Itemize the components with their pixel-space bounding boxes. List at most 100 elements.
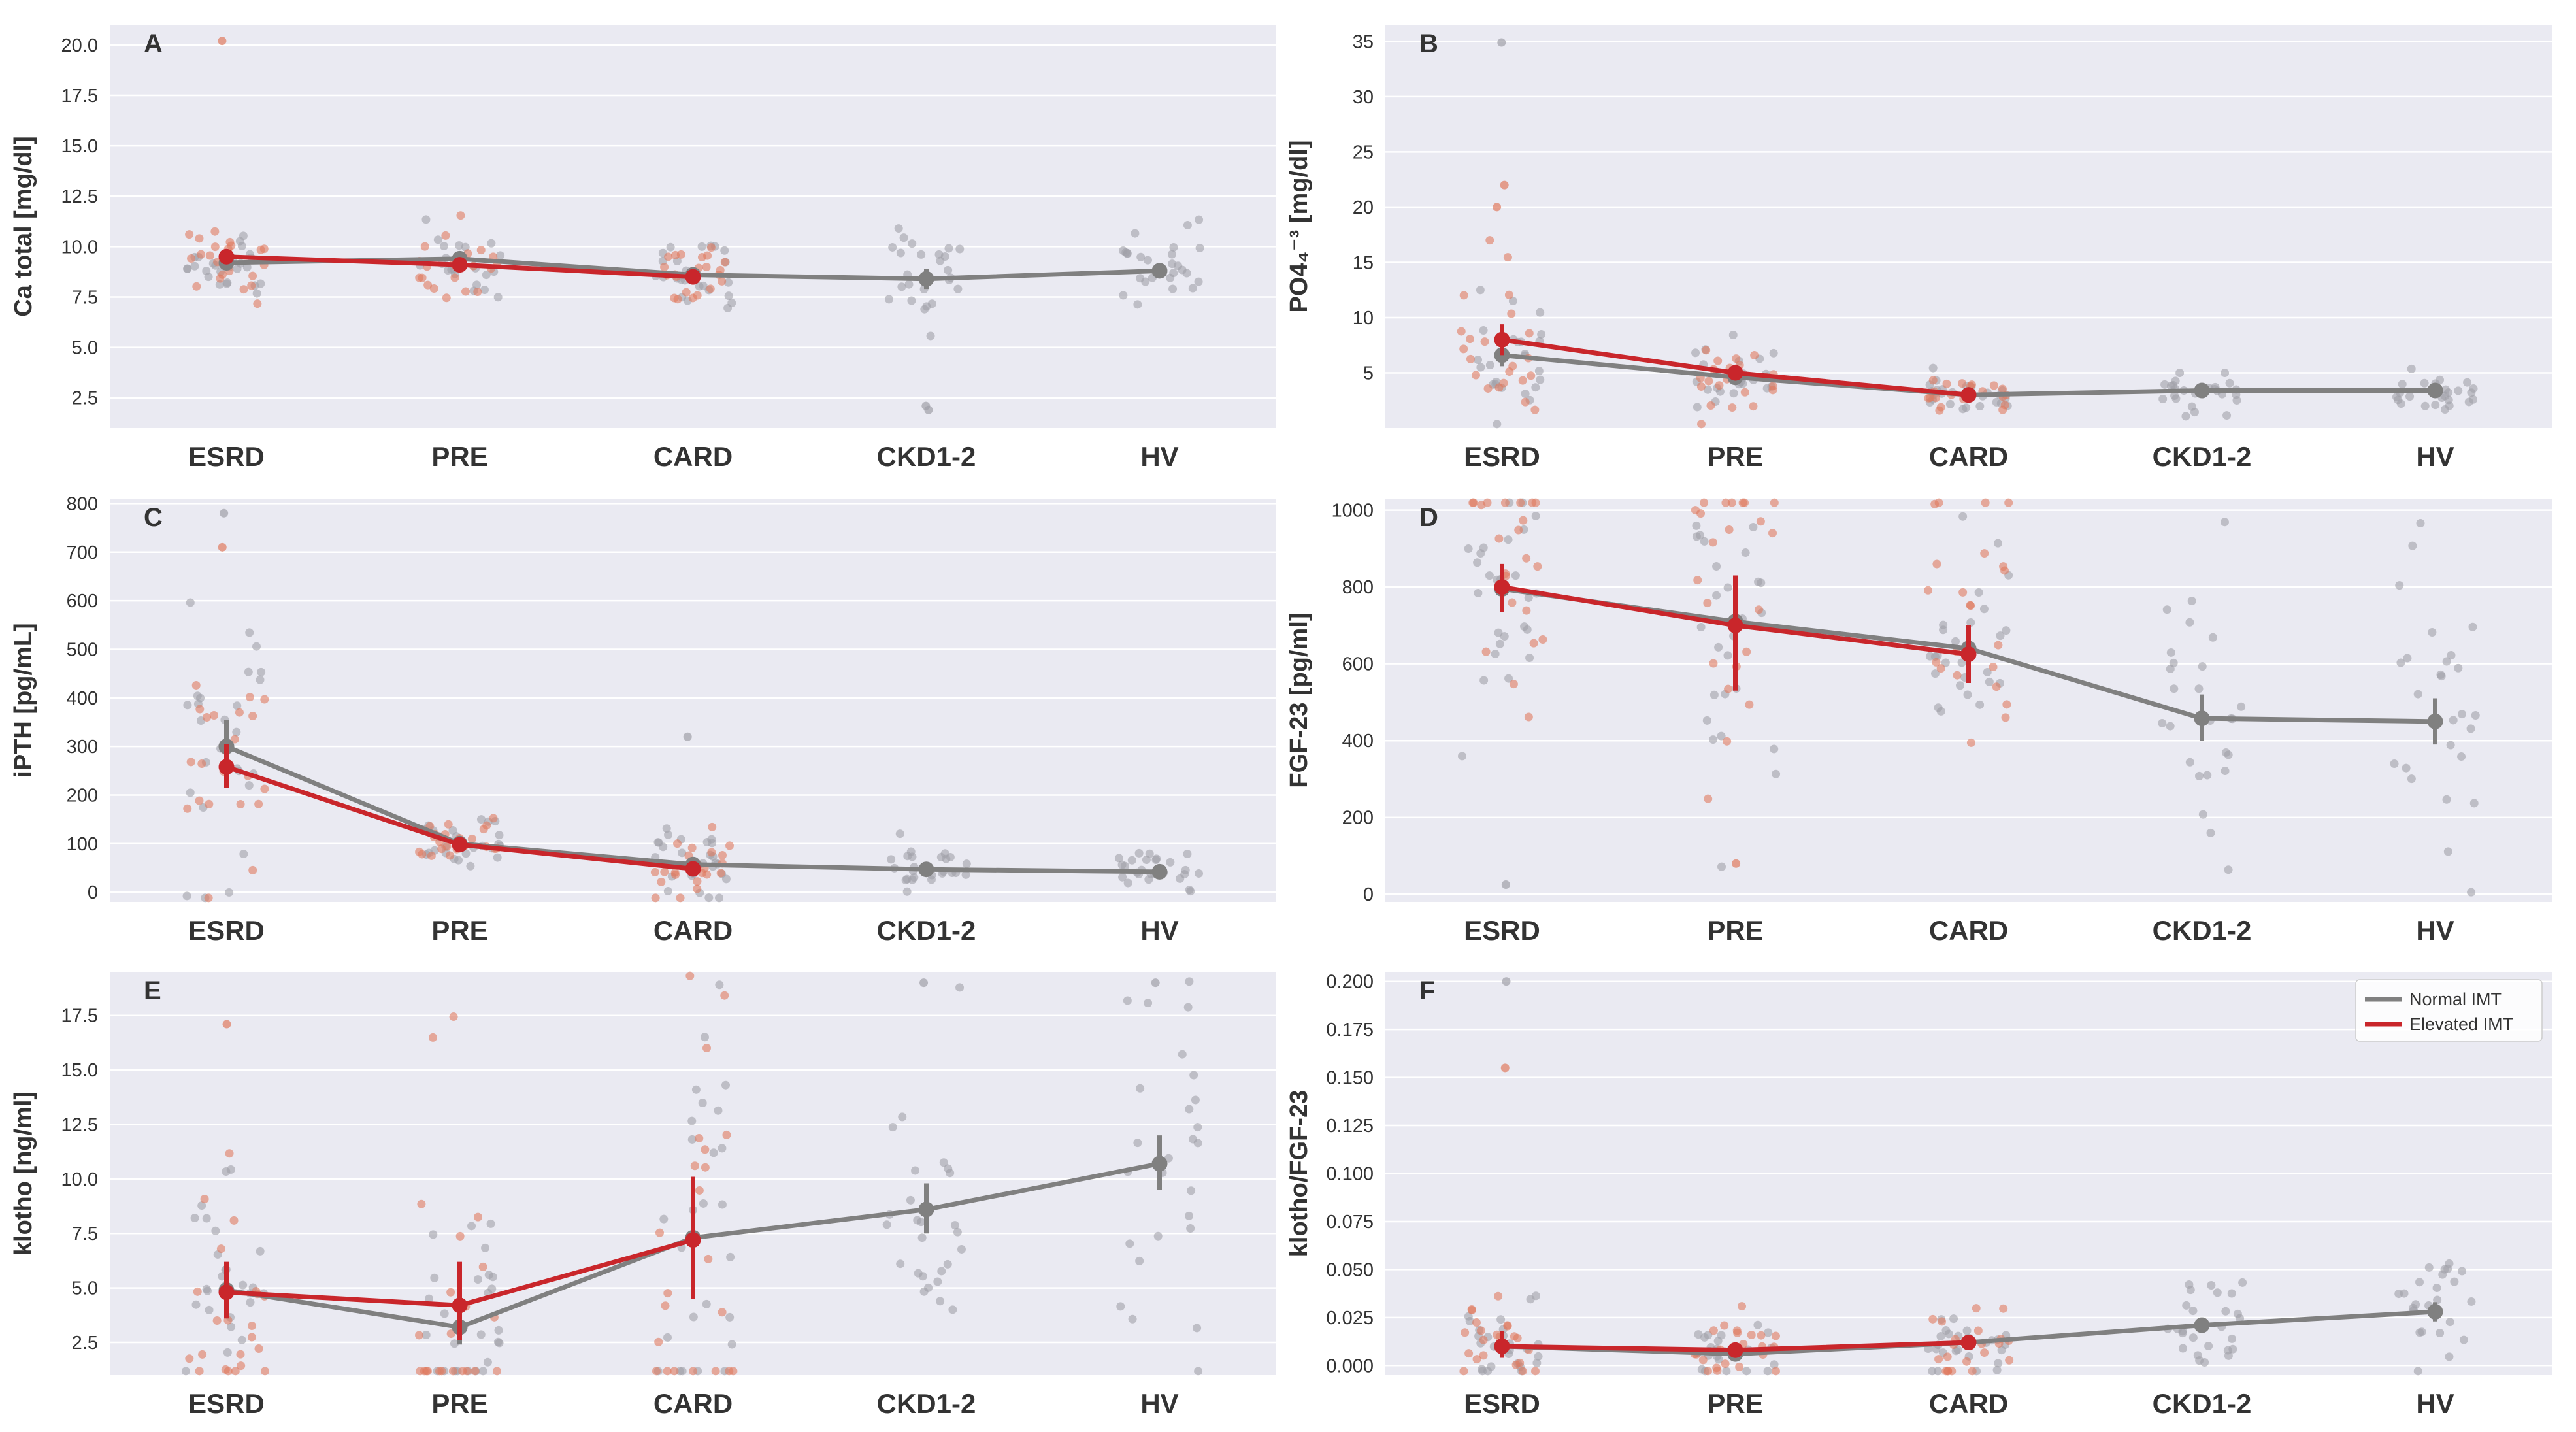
- data-point: [725, 1367, 734, 1376]
- data-point: [1168, 259, 1177, 269]
- data-point: [1924, 393, 1933, 403]
- y-tick-label: 15: [1353, 252, 1374, 273]
- data-point: [236, 799, 245, 808]
- mean-marker: [1727, 1342, 1743, 1358]
- data-point: [707, 835, 716, 844]
- data-point: [2407, 774, 2416, 784]
- data-point: [1169, 242, 1178, 252]
- data-point: [1696, 623, 1706, 632]
- data-point: [237, 1335, 246, 1344]
- data-point: [1476, 363, 1485, 372]
- outlier-point: [1502, 977, 1511, 986]
- data-point: [1195, 244, 1204, 253]
- y-tick-label: 0: [1363, 884, 1374, 905]
- data-point: [2445, 1259, 2454, 1268]
- y-axis-label: PO4₄⁻³ [mg/dl]: [1285, 140, 1313, 312]
- data-point: [2407, 364, 2416, 373]
- data-point: [663, 886, 672, 895]
- data-point: [1704, 794, 1713, 803]
- y-tick-label: 25: [1353, 142, 1374, 163]
- data-point: [660, 867, 669, 876]
- data-point: [718, 1200, 727, 1209]
- data-point: [687, 1135, 697, 1144]
- data-point: [726, 1252, 735, 1261]
- data-point: [473, 288, 482, 297]
- data-point: [2185, 618, 2194, 627]
- data-point: [2193, 1351, 2202, 1360]
- data-point: [1476, 1326, 1485, 1335]
- data-point: [1527, 371, 1536, 380]
- data-point: [492, 1367, 501, 1376]
- y-tick-label: 17.5: [61, 1006, 98, 1027]
- data-point: [1958, 379, 1967, 388]
- y-tick-label: 10: [1353, 308, 1374, 329]
- data-point: [466, 861, 475, 871]
- data-point: [936, 256, 945, 265]
- data-point: [1495, 639, 1504, 648]
- data-point: [1935, 406, 1944, 415]
- data-point: [2237, 702, 2246, 711]
- data-point: [427, 851, 436, 860]
- data-point: [421, 1331, 431, 1340]
- data-point: [1457, 752, 1466, 761]
- x-tick-label: CKD1-2: [2153, 1388, 2252, 1419]
- data-point: [1757, 1331, 1766, 1340]
- data-point: [1466, 335, 1475, 344]
- data-point: [695, 1133, 704, 1142]
- outlier-point: [1500, 1063, 1510, 1073]
- data-point: [2398, 380, 2407, 389]
- data-point: [2436, 670, 2445, 679]
- panel-E: 2.5 5.0 7.5 10.0 12.5 15.0 17.5 ESRD PRE CARD CKD1…: [10, 971, 1276, 1419]
- data-point: [1696, 382, 1706, 391]
- data-point: [1717, 731, 1726, 741]
- data-point: [664, 252, 673, 261]
- data-point: [2185, 1280, 2194, 1289]
- data-point: [1712, 561, 1721, 571]
- y-tick-label: 0.075: [1326, 1212, 1374, 1233]
- data-point: [724, 278, 733, 287]
- data-point: [195, 1367, 204, 1376]
- data-point: [1185, 977, 1194, 986]
- data-point: [439, 242, 448, 251]
- data-point: [1943, 1367, 1953, 1376]
- data-point: [1123, 996, 1132, 1005]
- data-point: [1712, 591, 1721, 600]
- data-point: [1747, 1331, 1756, 1340]
- data-point: [2417, 1327, 2426, 1337]
- data-point: [1742, 1367, 1751, 1376]
- data-point: [2467, 1297, 2476, 1306]
- data-point: [2445, 1352, 2454, 1361]
- data-point: [1466, 354, 1475, 363]
- y-tick-label: 600: [67, 591, 98, 612]
- data-point: [703, 251, 712, 260]
- data-point: [2000, 401, 2009, 410]
- data-point: [2238, 1278, 2247, 1287]
- data-point: [676, 893, 685, 903]
- data-point: [1740, 388, 1749, 397]
- data-point: [2188, 1333, 2198, 1342]
- mean-marker: [2194, 710, 2210, 727]
- data-point: [2469, 384, 2478, 393]
- data-point: [1465, 1316, 1474, 1325]
- y-tick-label: 12.5: [61, 1114, 98, 1135]
- data-point: [2396, 658, 2405, 667]
- mean-marker: [685, 861, 701, 877]
- data-point: [203, 712, 212, 722]
- y-axis-label: klotho [ng/ml]: [10, 1091, 37, 1256]
- data-point: [204, 893, 213, 903]
- data-point: [1924, 586, 1933, 595]
- y-tick-label: 20: [1353, 197, 1374, 218]
- panel-C: 0 100 200 300 400 500 600 700 800 ESRD PRE CARD CKD1…: [10, 493, 1276, 946]
- data-point: [1178, 1050, 1187, 1059]
- outlier-point: [1497, 38, 1506, 47]
- data-point: [908, 239, 917, 248]
- data-point: [2471, 711, 2480, 720]
- data-point: [725, 841, 734, 850]
- data-point: [1769, 348, 1778, 358]
- data-point: [239, 285, 248, 294]
- data-point: [1975, 700, 1985, 709]
- data-point: [1485, 236, 1494, 245]
- data-point: [1749, 522, 1758, 531]
- mean-marker: [1494, 331, 1510, 348]
- data-point: [1953, 671, 1962, 680]
